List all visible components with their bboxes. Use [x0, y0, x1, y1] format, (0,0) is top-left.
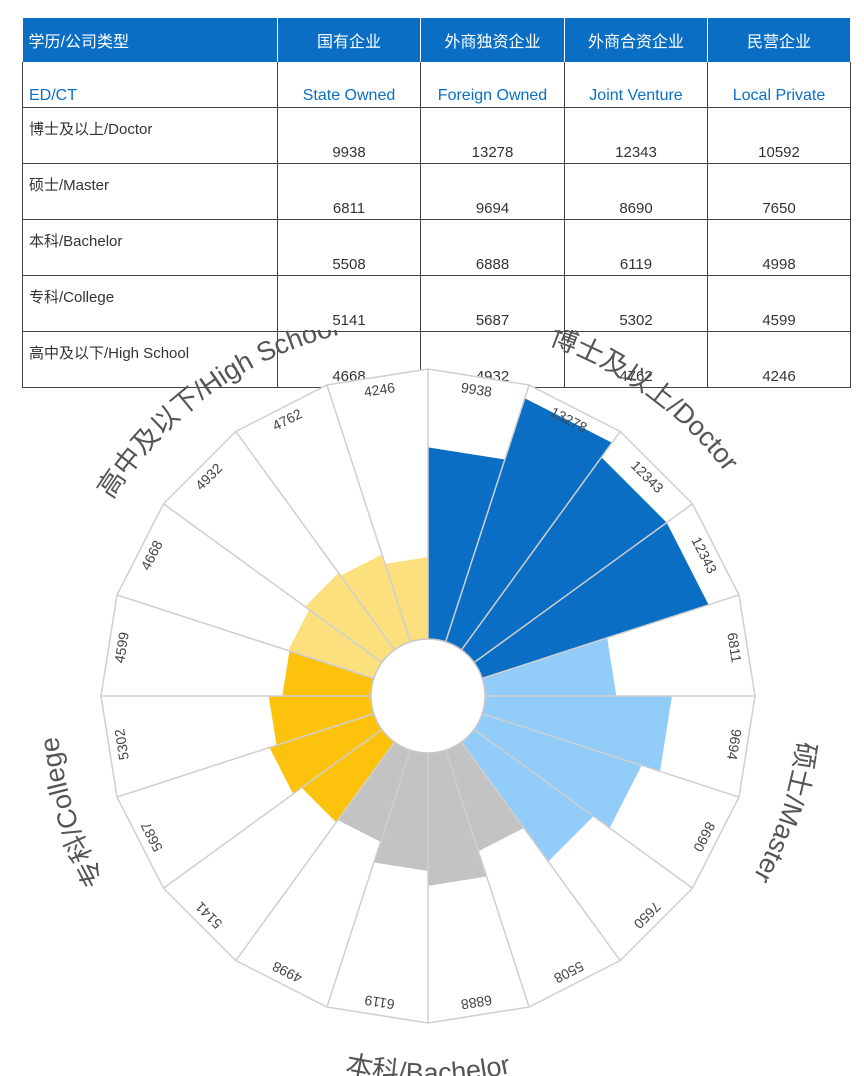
bar-3-2 — [268, 696, 374, 746]
chart-center-hole — [370, 638, 486, 754]
spoke-line — [163, 728, 383, 889]
bar-1-1 — [482, 696, 672, 772]
table-cell: 8690 — [564, 163, 708, 220]
table-cell: 9694 — [420, 163, 565, 220]
value-label-3-2: 5302 — [111, 728, 132, 761]
table-cell: 4599 — [707, 275, 851, 332]
header-cell-joint: 外商合资企业 — [564, 18, 708, 62]
group-label-text: 专科/College — [34, 735, 110, 892]
spoke-line — [460, 431, 621, 651]
value-label-1-0: 6811 — [724, 631, 745, 663]
bar-1-2 — [474, 713, 642, 829]
row-label: 博士及以上/Doctor — [22, 107, 278, 164]
table-cell: 10592 — [707, 107, 851, 164]
value-label-3-3: 4599 — [111, 631, 132, 664]
group-label-text: 本科/Bachelor — [343, 1049, 512, 1076]
spoke-line — [481, 712, 740, 798]
spoke-line — [444, 749, 530, 1008]
polar-bar-chart: 9938132781234312343681196948690765055086… — [34, 330, 821, 1076]
subheader-cell: Joint Venture — [564, 62, 708, 108]
subheader-cell: Foreign Owned — [420, 62, 565, 108]
spoke-line — [116, 712, 375, 798]
table-row: 硕士/Master 6811 9694 8690 7650 — [22, 163, 851, 220]
bar-0-1 — [445, 398, 613, 650]
table-row: 本科/Bachelor 5508 6888 6119 4998 — [22, 219, 851, 276]
spoke-line — [326, 384, 412, 643]
subheader-cell: ED/CT — [22, 62, 278, 108]
bar-3-1 — [269, 713, 382, 794]
row-label: 专科/College — [22, 275, 278, 332]
bar-2-1 — [428, 750, 487, 886]
spoke-line — [163, 503, 383, 664]
table-cell: 12343 — [564, 107, 708, 164]
table-cell: 9938 — [277, 107, 421, 164]
table-cell: 13278 — [420, 107, 565, 164]
bar-4-3 — [385, 557, 428, 642]
bar-4-2 — [340, 554, 411, 650]
table-header-row: 学历/公司类型 国有企业 外商独资企业 外商合资企业 民营企业 — [22, 18, 851, 62]
header-cell-foreign: 外商独资企业 — [420, 18, 565, 62]
value-label-4-3: 4246 — [363, 379, 396, 400]
table-cell: 7650 — [707, 163, 851, 220]
spoke-line — [444, 384, 530, 643]
data-table: 学历/公司类型 国有企业 外商独资企业 外商合资企业 民营企业 ED/CT St… — [22, 18, 851, 388]
spoke-line — [473, 728, 693, 889]
value-label-0-0: 9938 — [460, 379, 493, 400]
subheader-cell: State Owned — [277, 62, 421, 108]
group-label-text: 硕士/Master — [748, 740, 821, 889]
table-cell: 5141 — [277, 275, 421, 332]
group-label-1: 硕士/Master — [748, 740, 821, 889]
row-label: 高中及以下/High School — [22, 331, 278, 388]
spoke-line — [473, 503, 693, 664]
table-cell: 5508 — [277, 219, 421, 276]
table-cell: 4762 — [564, 331, 708, 388]
bar-2-3 — [337, 742, 411, 842]
table-row: 专科/College 5141 5687 5302 4599 — [22, 275, 851, 332]
bar-1-3 — [461, 729, 594, 862]
table-cell: 6888 — [420, 219, 565, 276]
table-cell: 4246 — [707, 331, 851, 388]
spoke-line — [235, 431, 396, 651]
spoke-line — [326, 749, 412, 1008]
header-cell-private: 民营企业 — [707, 18, 851, 62]
spoke-line — [460, 741, 621, 961]
group-label-2: 本科/Bachelor — [343, 1049, 512, 1076]
row-label: 硕士/Master — [22, 163, 278, 220]
bar-4-0 — [288, 609, 382, 679]
header-cell-type: 学历/公司类型 — [22, 18, 278, 62]
table-cell: 6119 — [564, 219, 708, 276]
table-subheader-row: ED/CT State Owned Foreign Owned Joint Ve… — [22, 62, 851, 108]
bar-0-3 — [474, 522, 709, 679]
header-cell-state: 国有企业 — [277, 18, 421, 62]
spoke-line — [116, 594, 375, 680]
bar-3-3 — [282, 650, 374, 696]
spoke-line — [481, 594, 740, 680]
row-label: 本科/Bachelor — [22, 219, 278, 276]
spoke-line — [235, 741, 396, 961]
bar-2-0 — [445, 742, 524, 852]
table-row: 博士及以上/Doctor 9938 13278 12343 10592 — [22, 107, 851, 164]
value-label-2-2: 6119 — [363, 992, 395, 1013]
value-label-1-1: 9694 — [724, 728, 745, 761]
bar-0-0 — [428, 447, 505, 642]
value-label-2-1: 6888 — [460, 992, 493, 1013]
table-cell: 5302 — [564, 275, 708, 332]
bar-2-2 — [373, 750, 428, 872]
bar-1-0 — [482, 637, 617, 696]
bar-3-0 — [301, 729, 395, 823]
table-cell: 5687 — [420, 275, 565, 332]
group-label-3: 专科/College — [34, 735, 110, 892]
table-cell: 6811 — [277, 163, 421, 220]
bar-0-2 — [461, 457, 667, 663]
table-cell: 4998 — [707, 219, 851, 276]
bar-4-1 — [304, 572, 395, 663]
subheader-cell: Local Private — [707, 62, 851, 108]
